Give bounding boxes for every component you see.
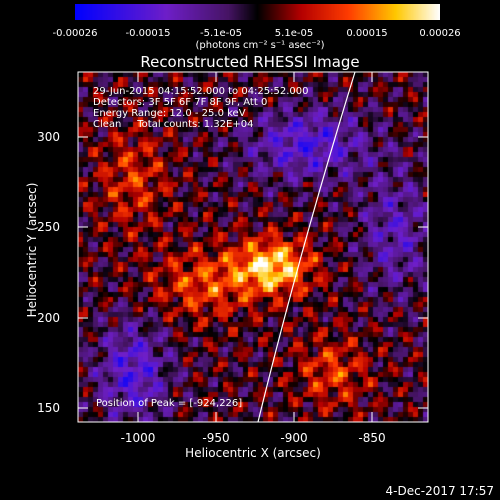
y-tick-label: 300 [37, 130, 60, 144]
ticks [78, 72, 428, 422]
image-title: Reconstructed RHESSI Image [140, 53, 360, 71]
colorbar-tick: -5.1e-05 [200, 28, 242, 39]
y-tick-label: 200 [37, 311, 60, 325]
info-energy-range: Energy Range: 12.0 - 25.0 keV [93, 108, 246, 119]
timestamp: 4-Dec-2017 17:57 [385, 484, 494, 498]
info-detectors: Detectors: 3F 5F 6F 7F 8F 9F, Att 0 [93, 97, 268, 108]
peak-position: Position of Peak = [-924,226] [96, 398, 243, 409]
x-tick-label: -1000 [120, 431, 156, 445]
colorbar-units: (photons cm⁻² s⁻¹ asec⁻²) [195, 40, 325, 51]
x-tick-label: -900 [280, 431, 308, 445]
y-tick-label: 250 [37, 220, 60, 234]
colorbar-tick: -0.00015 [125, 28, 171, 39]
info-clean-counts: Clean Total counts: 1.32E+04 [93, 119, 254, 130]
colorbar-tick: 0.00026 [419, 28, 461, 39]
colorbar-tick: -0.00026 [52, 28, 98, 39]
info-time-range: 29-Jun-2015 04:15:52.000 to 04:25:52.000 [93, 86, 309, 97]
x-tick-label: -950 [202, 431, 230, 445]
x-tick-label: -850 [358, 431, 386, 445]
colorbar-tick: 0.00015 [346, 28, 388, 39]
plot-border [77, 71, 429, 423]
y-axis-label: Heliocentric Y (arcsec) [25, 182, 39, 318]
solar-limb-line [257, 71, 356, 423]
colorbar-gradient [75, 4, 440, 20]
colorbar-tick: 5.1e-05 [274, 28, 314, 39]
x-axis-label: Heliocentric X (arcsec) [185, 446, 321, 460]
y-tick-label: 150 [37, 401, 60, 415]
rhessi-image [78, 72, 428, 422]
